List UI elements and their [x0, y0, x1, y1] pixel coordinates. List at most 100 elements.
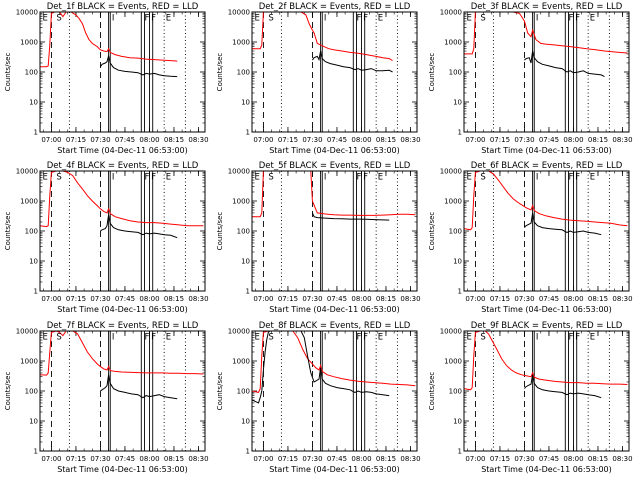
y-tick-label: 100	[237, 69, 250, 77]
x-tick-label: 07:15	[66, 455, 86, 463]
series-lld-line	[40, 171, 204, 228]
x-axis-label: Start Time (04-Dec-11 06:53:00)	[481, 146, 612, 155]
x-tick-label: 08:00	[563, 136, 583, 144]
x-tick-label: 07:00	[253, 295, 273, 303]
plot-frame	[39, 330, 206, 452]
x-tick-label: 07:30	[90, 455, 110, 463]
x-tick-label: 07:30	[302, 455, 322, 463]
x-tick-label: 07:15	[490, 136, 510, 144]
y-tick-label: 1000	[444, 198, 462, 206]
plot-frame	[463, 330, 630, 452]
event-marker-letter: I	[112, 173, 115, 183]
y-tick-label: 1000	[232, 39, 250, 47]
x-tick-label: 07:00	[465, 455, 485, 463]
plot-frame	[251, 11, 418, 133]
x-tick-label: 07:00	[465, 295, 485, 303]
y-tick-label: 1000	[20, 358, 38, 366]
series-events-line	[100, 374, 178, 400]
x-tick-label: 07:15	[66, 295, 86, 303]
y-tick-label: 10000	[16, 168, 38, 176]
panel-title: Det_4f BLACK = Events, RED = LLD	[47, 161, 199, 171]
x-tick-label: 08:30	[188, 136, 208, 144]
x-axis-label: Start Time (04-Dec-11 06:53:00)	[269, 146, 400, 155]
y-axis-label: Counts/sec	[428, 372, 436, 411]
y-axis-label: Counts/sec	[428, 53, 436, 92]
x-axis-label: Start Time (04-Dec-11 06:53:00)	[269, 305, 400, 314]
y-tick-label: 10000	[16, 328, 38, 336]
event-marker-letter: F	[363, 14, 368, 24]
y-tick-label: 10000	[440, 328, 462, 336]
x-tick-label: 08:30	[612, 136, 632, 144]
y-tick-label: 1	[246, 129, 250, 137]
y-tick-label: 10	[241, 258, 250, 266]
x-tick-label: 07:30	[90, 295, 110, 303]
y-tick-label: 1	[246, 288, 250, 296]
event-marker-letter: F	[357, 333, 362, 343]
event-marker-letter: I	[112, 14, 115, 24]
y-tick-label: 1	[34, 129, 38, 137]
x-tick-label: 07:45	[539, 295, 559, 303]
x-tick-label: 08:15	[164, 455, 184, 463]
event-marker-letter: E	[466, 333, 471, 343]
event-marker-letter: F	[569, 173, 574, 183]
event-marker-letter: I	[112, 333, 115, 343]
series-lld-line	[252, 331, 416, 393]
panel-title: Det_8f BLACK = Events, RED = LLD	[259, 321, 411, 331]
x-tick-label: 07:00	[253, 455, 273, 463]
event-marker-letter: F	[151, 173, 156, 183]
y-tick-label: 10000	[228, 328, 250, 336]
x-tick-label: 07:45	[327, 136, 347, 144]
x-tick-label: 07:30	[514, 136, 534, 144]
series-lld-line	[464, 12, 628, 55]
x-axis-label: Start Time (04-Dec-11 06:53:00)	[269, 465, 400, 474]
y-tick-label: 1	[458, 448, 462, 456]
series-events-line	[99, 55, 178, 78]
x-tick-label: 08:00	[139, 295, 159, 303]
event-marker-letter: I	[324, 173, 327, 183]
event-marker-letter: F	[575, 14, 580, 24]
event-marker-letter: F	[363, 173, 368, 183]
panel-title: Det_5f BLACK = Events, RED = LLD	[259, 161, 411, 171]
event-marker-letter: E	[166, 14, 171, 24]
x-axis-label: Start Time (04-Dec-11 06:53:00)	[481, 465, 612, 474]
event-marker-letter: F	[569, 333, 574, 343]
event-marker-letter: E	[42, 173, 47, 183]
event-marker-letter: S	[268, 333, 273, 343]
x-tick-label: 07:00	[465, 136, 485, 144]
x-tick-label: 07:45	[327, 295, 347, 303]
y-tick-label: 10000	[228, 168, 250, 176]
x-tick-label: 08:30	[400, 295, 420, 303]
event-marker-letter: I	[536, 14, 539, 24]
series-events-line	[524, 50, 605, 78]
detector-panel-3: Det_3f BLACK = Events, RED = LLD Counts/s…	[428, 2, 633, 155]
x-axis-label: Start Time (04-Dec-11 06:53:00)	[57, 146, 188, 155]
event-marker-letter: I	[536, 173, 539, 183]
x-tick-label: 07:45	[115, 295, 135, 303]
event-marker-letter: E	[378, 14, 383, 24]
panel-title: Det_2f BLACK = Events, RED = LLD	[259, 2, 411, 12]
series-lld-line	[252, 12, 393, 62]
y-tick-label: 10000	[440, 9, 462, 17]
y-axis-label: Counts/sec	[428, 212, 436, 251]
x-axis-label: Start Time (04-Dec-11 06:53:00)	[481, 305, 612, 314]
event-marker-letter: F	[575, 173, 580, 183]
y-axis-label: Counts/sec	[4, 53, 12, 92]
event-marker-letter: S	[480, 333, 485, 343]
x-tick-label: 07:30	[514, 295, 534, 303]
y-tick-label: 100	[25, 388, 38, 396]
x-tick-label: 08:30	[188, 455, 208, 463]
x-tick-label: 08:15	[588, 136, 608, 144]
panel-title: Det_1f BLACK = Events, RED = LLD	[47, 2, 199, 12]
event-marker-letter: E	[590, 333, 595, 343]
y-tick-label: 10	[453, 99, 462, 107]
x-tick-label: 07:00	[253, 136, 273, 144]
x-tick-label: 07:45	[539, 455, 559, 463]
event-marker-letter: E	[466, 173, 471, 183]
series-events-line	[311, 212, 390, 221]
x-tick-label: 07:45	[327, 455, 347, 463]
y-axis-label: Counts/sec	[216, 212, 224, 251]
series-lld-line	[40, 331, 204, 376]
x-tick-label: 08:15	[588, 455, 608, 463]
event-marker-letter: S	[56, 173, 61, 183]
series-lld-line	[40, 12, 178, 68]
